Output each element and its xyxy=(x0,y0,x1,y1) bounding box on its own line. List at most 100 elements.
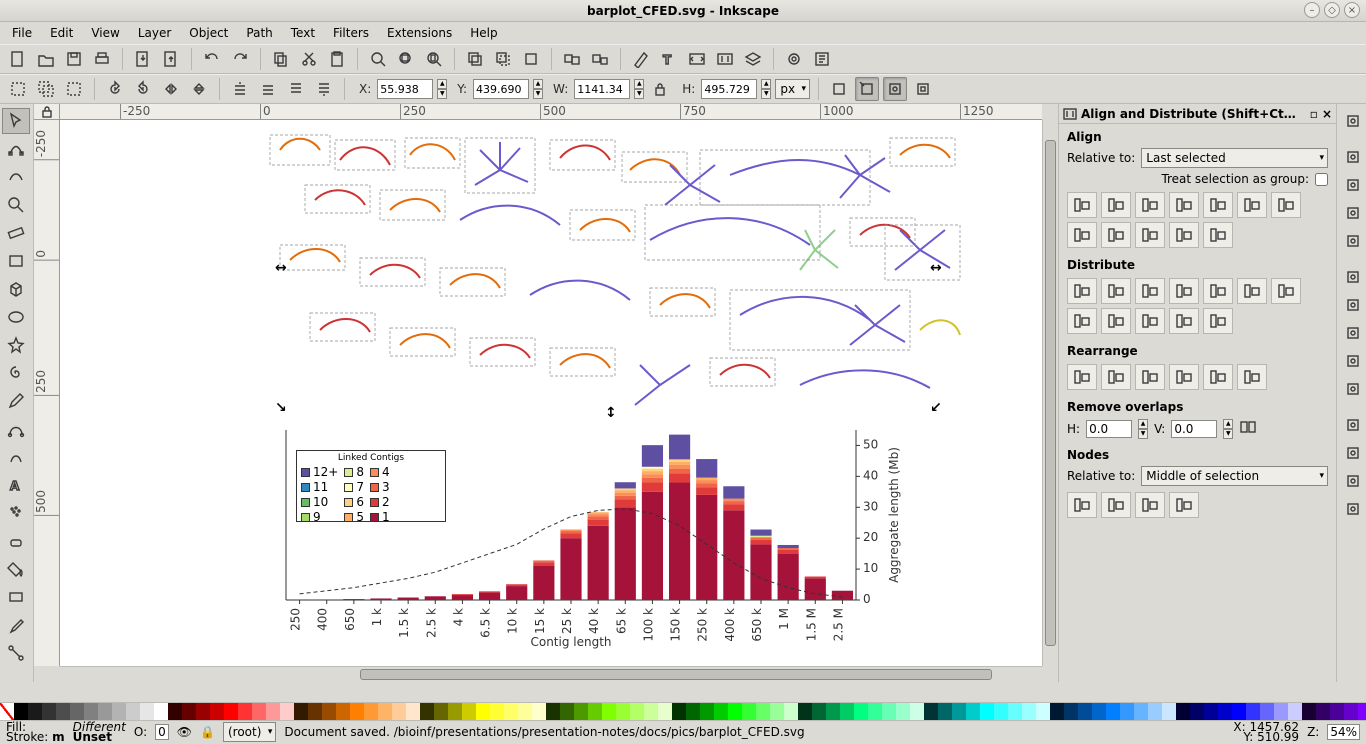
swatch[interactable] xyxy=(938,703,952,720)
swatch[interactable] xyxy=(1050,703,1064,720)
tweak-tool[interactable] xyxy=(2,164,30,190)
maximize-button[interactable]: ◇ xyxy=(1324,2,1340,18)
unlink-clone-button[interactable] xyxy=(519,47,543,71)
transform-affect-4[interactable] xyxy=(911,77,935,101)
swatch[interactable] xyxy=(154,703,168,720)
align-btn-1[interactable] xyxy=(1101,192,1131,218)
minimize-button[interactable]: – xyxy=(1304,2,1320,18)
redo-button[interactable] xyxy=(228,47,252,71)
swatch[interactable] xyxy=(280,703,294,720)
swatch[interactable] xyxy=(952,703,966,720)
swatch[interactable] xyxy=(196,703,210,720)
swatch[interactable] xyxy=(1218,703,1232,720)
transform-affect-2[interactable] xyxy=(855,77,879,101)
pencil-tool[interactable] xyxy=(2,388,30,414)
swatch[interactable] xyxy=(1302,703,1316,720)
overlap-h-spin[interactable]: ▲▼ xyxy=(1138,419,1148,439)
swatch[interactable] xyxy=(910,703,924,720)
scale-handle[interactable]: ↘ xyxy=(275,400,287,416)
dropper-tool[interactable] xyxy=(2,612,30,638)
nodes-relative-select[interactable]: Middle of selection xyxy=(1141,466,1328,486)
swatch[interactable] xyxy=(798,703,812,720)
swatch[interactable] xyxy=(1036,703,1050,720)
align-btn-0[interactable] xyxy=(1067,192,1097,218)
calligraphy-tool[interactable] xyxy=(2,444,30,470)
overlap-h-input[interactable] xyxy=(1086,420,1132,438)
align-btn-9[interactable] xyxy=(1135,222,1165,248)
align-btn-3[interactable] xyxy=(1169,192,1199,218)
rotate-ccw-button[interactable] xyxy=(103,77,127,101)
swatch[interactable] xyxy=(630,703,644,720)
swatch[interactable] xyxy=(882,703,896,720)
swatch[interactable] xyxy=(322,703,336,720)
snap-btn-3[interactable] xyxy=(1339,200,1366,226)
snap-btn-0[interactable] xyxy=(1339,108,1366,134)
lower-bottom-button[interactable] xyxy=(312,77,336,101)
swatch[interactable] xyxy=(672,703,686,720)
print-button[interactable] xyxy=(90,47,114,71)
deselect-button[interactable] xyxy=(62,77,86,101)
swatch[interactable] xyxy=(98,703,112,720)
clone-button[interactable] xyxy=(491,47,515,71)
network-graphic[interactable] xyxy=(260,130,960,410)
swatch[interactable] xyxy=(420,703,434,720)
distribute-btn-6[interactable] xyxy=(1271,278,1301,304)
swatch[interactable] xyxy=(1106,703,1120,720)
distribute-btn-1[interactable] xyxy=(1101,278,1131,304)
swatch[interactable] xyxy=(336,703,350,720)
align-btn-6[interactable] xyxy=(1271,192,1301,218)
swatch[interactable] xyxy=(1120,703,1134,720)
snap-btn-12[interactable] xyxy=(1339,468,1366,494)
flip-v-button[interactable] xyxy=(187,77,211,101)
swatch[interactable] xyxy=(560,703,574,720)
menu-layer[interactable]: Layer xyxy=(130,24,179,42)
swatch[interactable] xyxy=(1344,703,1358,720)
w-input[interactable] xyxy=(574,79,630,99)
swatch[interactable] xyxy=(686,703,700,720)
swatch[interactable] xyxy=(252,703,266,720)
swatch[interactable] xyxy=(294,703,308,720)
swatch[interactable] xyxy=(238,703,252,720)
distribute-btn-11[interactable] xyxy=(1203,308,1233,334)
align-btn-2[interactable] xyxy=(1135,192,1165,218)
menu-help[interactable]: Help xyxy=(462,24,505,42)
remove-overlaps-button[interactable] xyxy=(1239,418,1265,440)
opacity-input[interactable]: 0 xyxy=(155,724,169,740)
selector-tool[interactable] xyxy=(2,108,30,134)
raise-button[interactable] xyxy=(256,77,280,101)
lock-icon[interactable]: 🔒 xyxy=(200,725,215,739)
bezier-tool[interactable] xyxy=(2,416,30,442)
node-align-btn-2[interactable] xyxy=(1135,492,1165,518)
xml-button[interactable] xyxy=(685,47,709,71)
swatch[interactable] xyxy=(742,703,756,720)
swatch[interactable] xyxy=(728,703,742,720)
swatch[interactable] xyxy=(1316,703,1330,720)
rearrange-btn-0[interactable] xyxy=(1067,364,1097,390)
measure-tool[interactable] xyxy=(2,220,30,246)
units-select[interactable]: px xyxy=(775,79,810,99)
zoom-fit-button[interactable] xyxy=(366,47,390,71)
select-all-button[interactable] xyxy=(6,77,30,101)
swatch[interactable] xyxy=(392,703,406,720)
swatch[interactable] xyxy=(56,703,70,720)
zoom-input[interactable]: 54% xyxy=(1327,724,1360,740)
rect-tool[interactable] xyxy=(2,248,30,274)
swatch[interactable] xyxy=(182,703,196,720)
transform-affect-1[interactable] xyxy=(827,77,851,101)
distribute-btn-8[interactable] xyxy=(1101,308,1131,334)
y-input[interactable] xyxy=(473,79,529,99)
swatch[interactable] xyxy=(1176,703,1190,720)
menu-file[interactable]: File xyxy=(4,24,40,42)
zoom-drawing-button[interactable] xyxy=(394,47,418,71)
color-palette[interactable] xyxy=(0,702,1366,720)
ruler-vertical[interactable]: -2500250500 xyxy=(34,120,60,666)
vis-icon[interactable]: 👁 xyxy=(177,725,192,739)
swatch[interactable] xyxy=(546,703,560,720)
swatch[interactable] xyxy=(1260,703,1274,720)
ruler-lock[interactable] xyxy=(34,104,60,120)
star-tool[interactable] xyxy=(2,332,30,358)
x-spinner[interactable]: ▲▼ xyxy=(437,79,447,99)
swatch[interactable] xyxy=(378,703,392,720)
distribute-btn-7[interactable] xyxy=(1067,308,1097,334)
menu-edit[interactable]: Edit xyxy=(42,24,81,42)
